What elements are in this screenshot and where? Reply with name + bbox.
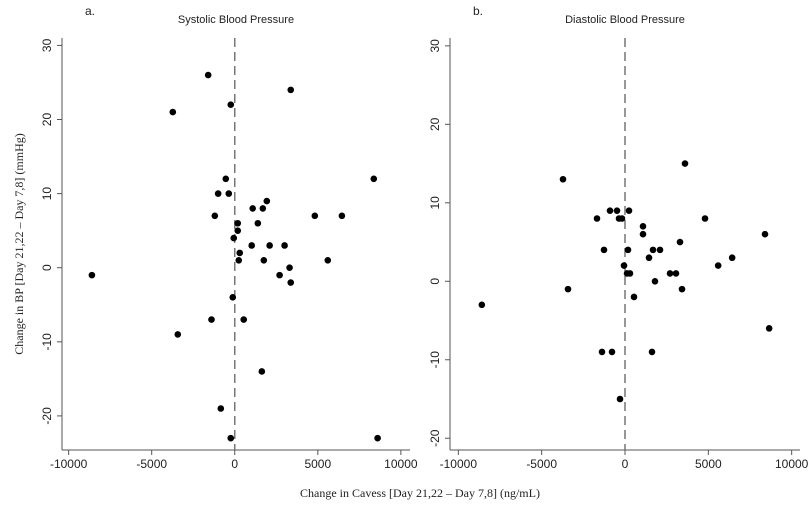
point <box>259 205 267 212</box>
y-tick-label: 10 <box>40 187 54 201</box>
point <box>681 160 689 167</box>
chart-title: Systolic Blood Pressure <box>178 14 294 26</box>
point <box>208 316 215 323</box>
point <box>620 262 628 269</box>
point <box>761 230 769 238</box>
point <box>211 212 219 220</box>
point <box>678 285 686 293</box>
point <box>645 254 653 262</box>
x-tick-label: 10000 <box>775 457 809 471</box>
point <box>672 270 680 277</box>
point <box>651 277 659 285</box>
point <box>701 215 709 222</box>
point <box>649 246 657 254</box>
point <box>174 331 182 338</box>
point <box>648 348 656 356</box>
panel-label: a. <box>85 4 95 18</box>
point <box>559 175 567 183</box>
point <box>370 175 378 183</box>
point <box>639 223 647 230</box>
point <box>608 348 616 356</box>
point <box>276 271 283 279</box>
point <box>676 238 684 246</box>
y-axis-label: Change in BP [Day 21,22 – Day 7,8] (mmHg… <box>12 133 26 355</box>
point <box>266 242 273 249</box>
y-tick-label: 0 <box>428 278 442 285</box>
point <box>258 368 266 375</box>
point <box>666 270 674 277</box>
point <box>236 249 244 257</box>
x-tick-label: -5000 <box>526 457 557 471</box>
point <box>600 246 608 254</box>
point <box>478 301 486 309</box>
point <box>613 207 621 214</box>
x-axis-label: Change in Cavess [Day 21,22 – Day 7,8] (… <box>300 486 540 500</box>
point <box>598 348 606 356</box>
point <box>249 205 256 212</box>
point <box>618 215 626 222</box>
point <box>217 405 225 412</box>
point <box>765 325 773 332</box>
point <box>263 197 271 205</box>
point <box>287 279 295 286</box>
point <box>616 395 624 403</box>
point <box>311 212 319 220</box>
point <box>656 246 664 254</box>
y-tick-label: -10 <box>428 351 442 369</box>
point <box>222 175 230 183</box>
point <box>234 219 242 227</box>
x-tick-label: 5000 <box>695 457 722 471</box>
point <box>169 108 177 116</box>
point <box>624 246 632 254</box>
point <box>281 242 288 249</box>
point <box>630 293 638 301</box>
x-tick-label: -10000 <box>50 457 88 471</box>
chart-title: Diastolic Blood Pressure <box>565 14 685 26</box>
point <box>728 254 736 262</box>
y-tick-label: -20 <box>40 407 54 425</box>
x-tick-label: 10000 <box>384 457 418 471</box>
point <box>88 271 96 279</box>
point <box>639 230 647 238</box>
y-tick-label: 20 <box>428 117 442 131</box>
y-tick-label: 30 <box>428 39 442 53</box>
x-tick-label: -5000 <box>136 457 167 471</box>
point <box>714 262 722 269</box>
point <box>248 242 255 249</box>
point <box>230 234 238 242</box>
panel-label: b. <box>473 4 483 18</box>
point <box>204 71 212 79</box>
point <box>606 207 614 214</box>
point <box>287 86 295 94</box>
point <box>227 101 235 108</box>
point <box>227 434 235 442</box>
point <box>260 257 268 264</box>
point <box>324 257 332 264</box>
y-tick-label: 0 <box>40 264 54 271</box>
point <box>626 270 634 277</box>
y-tick-label: 10 <box>428 196 442 210</box>
point <box>625 207 633 214</box>
y-tick-label: -20 <box>428 429 442 447</box>
point <box>338 212 346 220</box>
point <box>229 294 237 301</box>
point <box>564 285 572 293</box>
point <box>234 227 242 234</box>
point <box>214 190 222 197</box>
x-tick-label: 0 <box>622 457 629 471</box>
y-tick-label: 20 <box>40 113 54 127</box>
y-tick-label: 30 <box>40 38 54 52</box>
point <box>225 190 233 197</box>
y-tick-label: -10 <box>40 333 54 351</box>
point <box>593 215 601 222</box>
point <box>240 316 248 323</box>
point <box>374 434 381 442</box>
x-tick-label: 5000 <box>304 457 331 471</box>
point <box>286 264 293 272</box>
x-tick-label: 0 <box>231 457 238 471</box>
point <box>254 219 262 227</box>
point <box>235 257 243 264</box>
x-tick-label: -10000 <box>440 457 478 471</box>
